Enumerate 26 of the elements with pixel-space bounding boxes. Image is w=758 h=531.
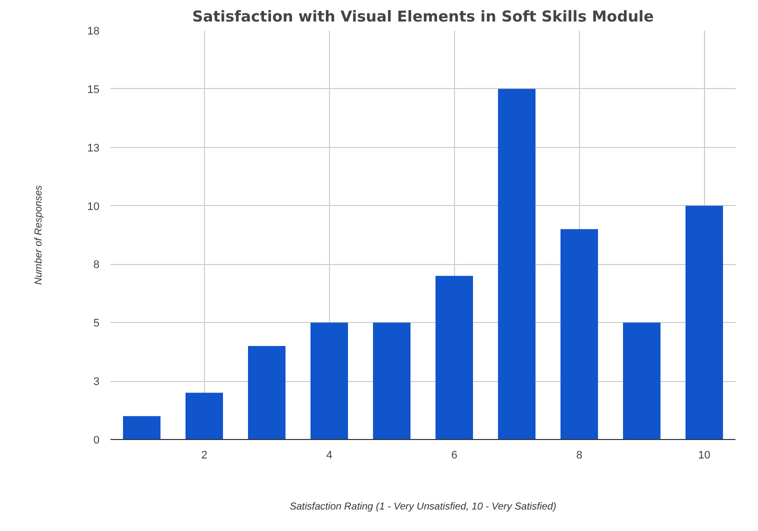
y-tick-label: 18	[87, 26, 100, 38]
y-tick-label: 8	[93, 259, 100, 272]
bar	[373, 322, 410, 440]
bar	[623, 322, 660, 440]
y-tick-label: 13	[87, 142, 100, 154]
x-tick-label: 4	[326, 450, 332, 462]
y-tick-label: 15	[87, 84, 100, 96]
y-tick-label: 3	[93, 376, 100, 388]
x-tick-label: 10	[698, 450, 710, 462]
bar	[436, 276, 473, 440]
x-tick-label: 8	[576, 450, 582, 462]
y-tick-label: 5	[93, 318, 100, 330]
bar	[686, 206, 723, 440]
x-axis-title: Satisfaction Rating (1 - Very Unsatisfied, 10 - Very Satisfied)	[290, 502, 556, 512]
bar	[123, 416, 160, 440]
x-tick-label: 2	[201, 450, 208, 462]
x-tick-label: 6	[451, 450, 458, 462]
chart-title: Satisfaction with Visual Elements in Soft Skills Module	[192, 8, 654, 26]
bar	[310, 322, 348, 440]
bar	[248, 346, 286, 440]
y-axis-title: Number of Responses	[33, 185, 44, 285]
y-tick-label: 0	[93, 434, 100, 446]
y-tick-label: 10	[87, 200, 100, 213]
bar	[186, 392, 223, 440]
bar	[498, 88, 536, 440]
bar	[560, 229, 598, 440]
